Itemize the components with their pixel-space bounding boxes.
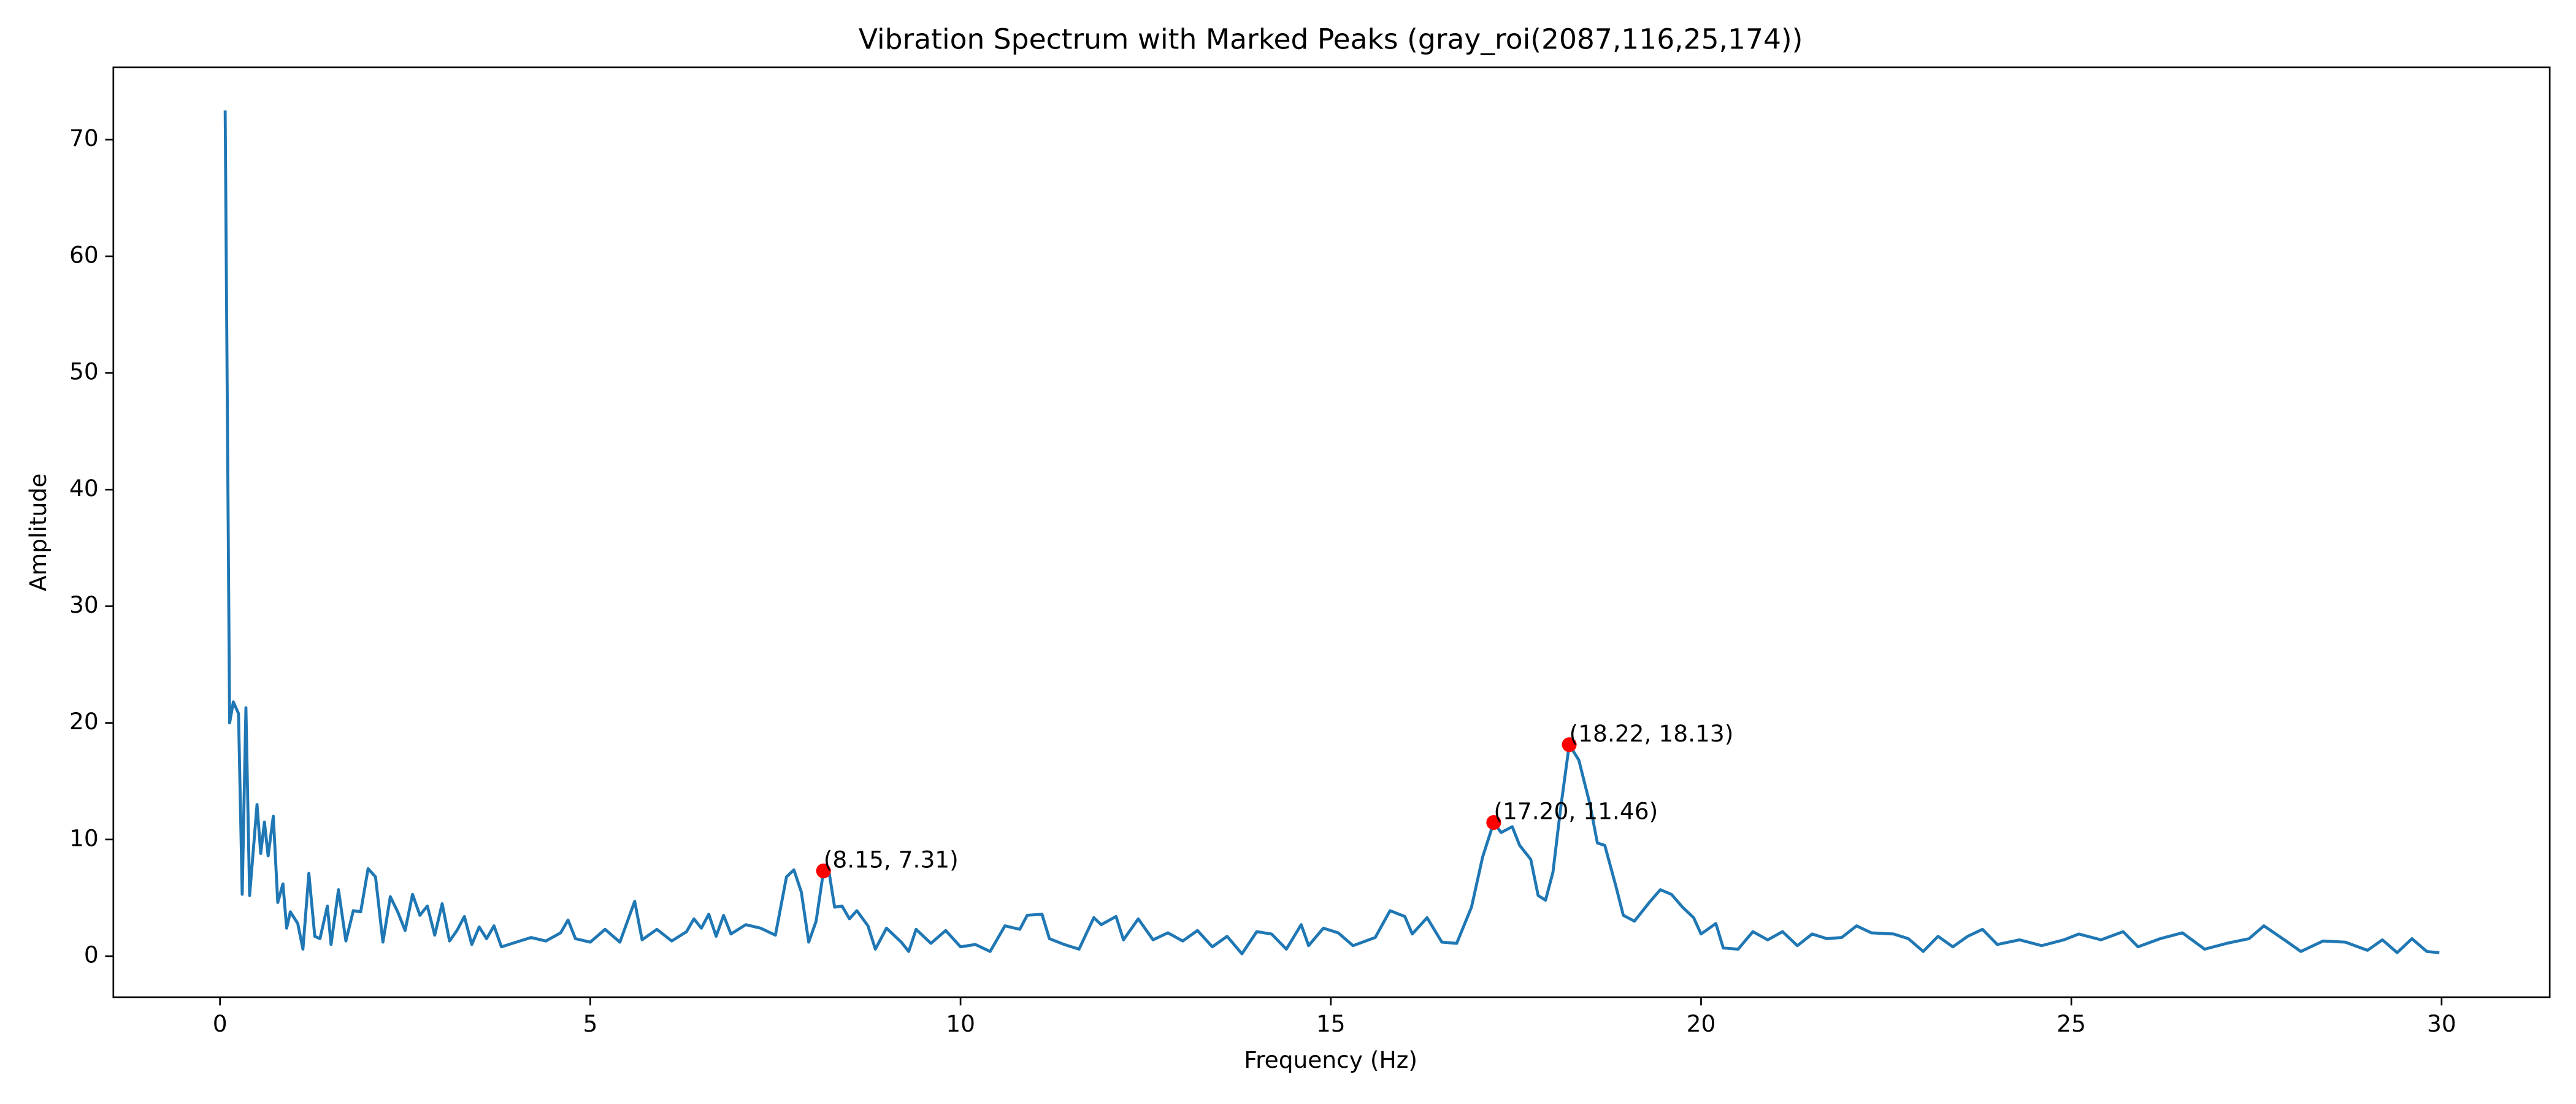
- x-tick-label: 5: [583, 1010, 597, 1037]
- x-tick-label: 0: [213, 1010, 228, 1037]
- plot-frame: [112, 66, 2551, 999]
- y-tick-label: 40: [69, 475, 99, 502]
- peak-marker: [1562, 737, 1577, 753]
- x-tick-label: 10: [946, 1010, 975, 1037]
- y-tick-label: 60: [69, 241, 99, 268]
- y-tick-label: 70: [69, 125, 99, 151]
- peak-marker: [816, 863, 831, 878]
- peak-label: (8.15, 7.31): [824, 846, 959, 873]
- x-tick-label: 30: [2427, 1010, 2456, 1037]
- y-axis-label: Amplitude: [25, 473, 52, 591]
- y-tick-label: 10: [69, 824, 99, 851]
- spectrum-line: [223, 110, 2440, 956]
- peak-marker: [1486, 815, 1501, 830]
- x-axis-label: Frequency (Hz): [1244, 1046, 1417, 1073]
- x-tick-label: 15: [1316, 1010, 1346, 1037]
- chart-title: Vibration Spectrum with Marked Peaks (gr…: [859, 23, 1803, 55]
- y-tick-label: 50: [69, 358, 99, 385]
- x-tick-label: 20: [1687, 1010, 1716, 1037]
- y-tick-label: 30: [69, 591, 99, 618]
- x-tick-label: 25: [2057, 1010, 2086, 1037]
- peak-label: (18.22, 18.13): [1570, 720, 1734, 747]
- y-tick-label: 0: [84, 941, 99, 968]
- peak-label: (17.20, 11.46): [1493, 798, 1658, 825]
- y-tick-label: 20: [69, 708, 99, 735]
